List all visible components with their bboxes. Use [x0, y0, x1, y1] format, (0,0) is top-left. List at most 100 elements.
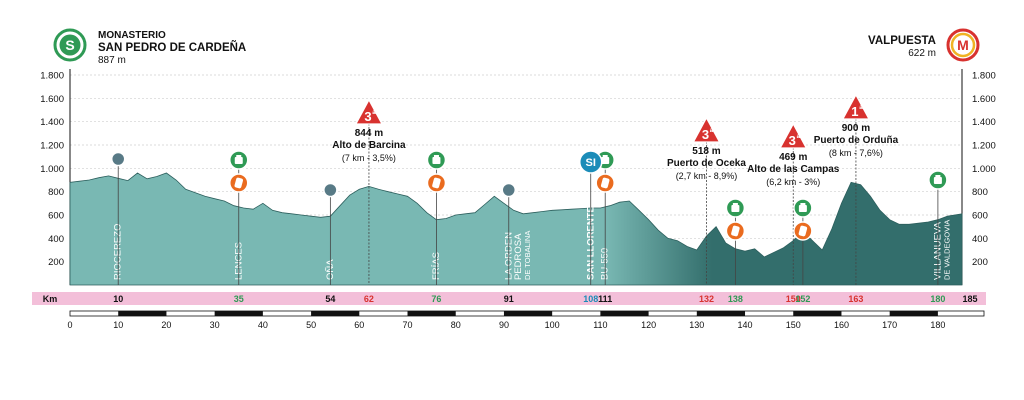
start-line1: MONASTERIO	[98, 30, 166, 41]
km-marker: 76	[431, 294, 441, 304]
x-tick-label: 90	[499, 320, 509, 330]
climb-name: Puerto de Orduña	[814, 135, 899, 146]
x-tick-label: 10	[113, 320, 123, 330]
start-altitude: 887 m	[98, 54, 126, 66]
x-tick-label: 120	[641, 320, 656, 330]
climb-name: Puerto de Oceka	[667, 158, 746, 169]
y-tick-label-right: 200	[972, 257, 988, 268]
km-marker: 62	[364, 294, 374, 304]
sprint-icon-glyph-top	[236, 155, 242, 157]
climb-category-icon	[779, 122, 808, 149]
flag-label: SI	[586, 157, 596, 169]
x-tick-label: 110	[593, 320, 607, 330]
sprint-icon-glyph-top	[602, 155, 608, 157]
y-tick-label-right: 400	[972, 234, 988, 245]
sprint-icon-glyph	[432, 157, 441, 164]
finish-header: VALPUESTA 622 m	[868, 35, 936, 60]
y-tick-label-left: 200	[48, 257, 64, 268]
y-tick-label-left: 1.800	[40, 71, 64, 82]
feed-zone-icon-glyph	[600, 177, 610, 189]
km-marker: 152	[795, 294, 810, 304]
climb-category-icon	[841, 93, 870, 120]
sprint-icon-glyph-top	[433, 155, 439, 157]
checkpoint-icon	[501, 182, 517, 198]
finish-altitude: 622 m	[908, 48, 936, 60]
climb-category: 3	[702, 127, 709, 142]
climb-altitude: 844 m	[355, 128, 383, 139]
x-tick-label: 0	[67, 320, 72, 330]
climb-category-sup: a	[710, 128, 714, 134]
scale-bar-segment	[600, 311, 649, 316]
x-tick-label: 100	[545, 320, 560, 330]
checkpoint-icon	[110, 151, 126, 167]
feed-zone-icon-glyph	[234, 177, 243, 189]
finish-badge-ring	[950, 32, 976, 58]
y-tick-label-left: 400	[48, 234, 64, 245]
x-tick-label: 50	[306, 320, 316, 330]
climb-category-icon	[692, 116, 721, 143]
y-tick-label-right: 1.200	[972, 141, 996, 152]
x-tick-label: 30	[210, 320, 220, 330]
x-tick-label: 140	[738, 320, 753, 330]
km-marker: 185	[962, 294, 977, 304]
scale-bar-segment	[696, 311, 746, 316]
scale-bar-segment	[118, 311, 167, 316]
x-tick-label: 60	[354, 320, 364, 330]
y-tick-label-left: 800	[48, 187, 64, 198]
climb-altitude: 518 m	[692, 146, 720, 157]
y-tick-label-left: 1.600	[40, 94, 64, 105]
km-marker: 108	[583, 294, 598, 304]
x-tick-label: 170	[882, 320, 897, 330]
climb-detail: (6,2 km - 3%)	[766, 177, 820, 187]
climb-name: Alto de Barcina	[332, 140, 406, 151]
climb-category: 3	[789, 133, 796, 148]
climb-altitude: 900 m	[842, 123, 870, 134]
elevation-profile	[69, 172, 963, 286]
x-tick-label: 160	[834, 320, 849, 330]
km-marker: 138	[728, 294, 743, 304]
start-town: SAN PEDRO DE CARDEÑA	[98, 41, 247, 54]
climb-category: 1	[851, 104, 858, 119]
km-band	[32, 292, 986, 305]
x-tick-label: 130	[689, 320, 704, 330]
sprint-icon-glyph	[933, 177, 942, 184]
km-marker: 54	[325, 294, 335, 304]
y-tick-label-right: 800	[972, 187, 988, 198]
scale-bar-segment	[503, 311, 553, 316]
finish-badge-letter: M	[957, 37, 969, 53]
km-band-label: Km	[43, 294, 58, 304]
x-tick-label: 80	[451, 320, 461, 330]
y-tick-label-right: 1.800	[972, 71, 996, 82]
flag-icon	[578, 150, 603, 174]
y-tick-label-left: 600	[48, 211, 64, 222]
climb-category-sup: a	[797, 134, 801, 140]
sprint-icon-glyph	[731, 205, 740, 212]
feed-zone-icon-glyph	[798, 225, 808, 237]
km-marker: 111	[598, 294, 612, 304]
scale-bar-segment	[889, 311, 938, 316]
climb-category-sup: a	[372, 110, 376, 116]
feed-zone-icon-glyph	[432, 177, 441, 189]
start-badge-letter: S	[65, 37, 74, 53]
y-tick-label-left: 1.000	[40, 164, 64, 175]
y-tick-label-right: 600	[972, 211, 988, 222]
feed-zone-icon-glyph	[731, 225, 740, 237]
place-name: DE TOBALINA	[523, 231, 532, 280]
sprint-icon-glyph-top	[800, 203, 806, 205]
climb-detail: (7 km - 3,5%)	[342, 153, 396, 163]
sprint-icon-glyph-top	[935, 175, 941, 177]
scale-bar-segment	[214, 311, 263, 316]
x-tick-label: 70	[403, 320, 413, 330]
y-tick-label-right: 1.400	[972, 117, 996, 128]
km-marker: 180	[930, 294, 945, 304]
start-badge-inner	[59, 34, 81, 56]
scale-bar-segment	[311, 311, 360, 316]
km-marker: 10	[113, 294, 123, 304]
climb-detail: (8 km - 7,6%)	[829, 148, 883, 158]
sprint-icon-glyph	[798, 205, 807, 212]
y-tick-label-left: 1.200	[40, 141, 64, 152]
climb-altitude: 469 m	[779, 152, 807, 163]
scale-bar-segment	[407, 311, 456, 316]
